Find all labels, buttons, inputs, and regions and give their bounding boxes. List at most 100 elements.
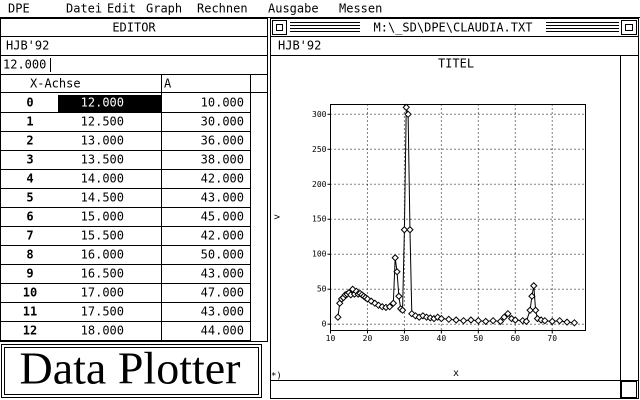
data-point: [533, 314, 542, 323]
a-cell[interactable]: 36.000: [201, 134, 244, 148]
x-cell[interactable]: 15.500: [81, 229, 124, 243]
a-cell[interactable]: 30.000: [201, 115, 244, 129]
y-tick-label: 200: [312, 180, 327, 189]
window-title: M:\_SD\DPE\CLAUDIA.TXT: [374, 21, 533, 35]
data-point: [496, 317, 505, 326]
data-point: [334, 313, 342, 321]
data-point: [570, 319, 579, 327]
column-header: A: [164, 77, 172, 91]
data-point: [437, 314, 446, 323]
y-tick-label: 0: [322, 320, 327, 329]
title-stripes: [290, 22, 619, 32]
x-tick-label: 70: [547, 334, 557, 343]
a-cell[interactable]: 42.000: [201, 172, 244, 186]
x-cell[interactable]: 12.000: [81, 96, 124, 110]
window-subtitle: HJB'92: [278, 39, 321, 53]
menu-item[interactable]: Messen: [339, 2, 382, 16]
a-cell[interactable]: 43.000: [201, 267, 244, 281]
x-tick-label: 50: [474, 334, 484, 343]
edit-input[interactable]: 12.000: [3, 58, 46, 72]
data-point: [504, 309, 512, 318]
x-tick-label: 60: [510, 334, 520, 343]
data-point: [511, 316, 519, 324]
a-cell[interactable]: 44.000: [201, 324, 244, 338]
editor-title-bar[interactable]: [1, 19, 267, 36]
x-cell[interactable]: 12.500: [81, 115, 124, 129]
row-index: 7: [26, 229, 33, 243]
data-point: [393, 268, 401, 276]
row-index: 11: [23, 305, 37, 319]
row-index: 9: [26, 267, 33, 281]
y-tick-label: 150: [312, 215, 327, 224]
x-cell[interactable]: 18.000: [81, 324, 124, 338]
logo-frame: [1, 344, 262, 398]
data-point: [433, 313, 442, 321]
data-point: [528, 292, 536, 300]
a-cell[interactable]: 47.000: [201, 286, 244, 300]
logo: Data Plotter: [20, 343, 241, 394]
data-point: [489, 316, 497, 325]
a-cell[interactable]: 42.000: [201, 229, 244, 243]
menu-item[interactable]: DPE: [8, 2, 30, 16]
data-point: [555, 316, 564, 325]
row-index: 4: [26, 172, 33, 186]
plot: 0 50 100 150 200 250 300 10 20 30 40 50 60 70: [312, 103, 586, 343]
data-point: [482, 317, 490, 326]
data-point: [398, 306, 407, 314]
x-cell[interactable]: 16.000: [81, 248, 124, 262]
data-point: [530, 282, 538, 290]
logo-frame-inner: [4, 347, 259, 395]
menu-item[interactable]: Datei: [66, 2, 102, 16]
data-point: [467, 316, 475, 324]
editor-subtitle: HJB'92: [6, 39, 49, 53]
a-cell[interactable]: 43.000: [201, 305, 244, 319]
editor-table: 0 12.000 10.000 1 12.500 30.000 2 13.000 36.000 3…: [0, 95, 251, 341]
row-index: 12: [23, 324, 37, 338]
full-box[interactable]: [621, 20, 637, 35]
size-box[interactable]: [621, 381, 637, 398]
y-axis-label: >: [274, 212, 280, 223]
editor-window: [0, 18, 268, 342]
data-point: [404, 110, 412, 119]
data-point: [526, 306, 534, 314]
data-point: [391, 254, 399, 262]
menu-item[interactable]: Graph: [146, 2, 182, 16]
data-point: [474, 316, 483, 325]
x-cell[interactable]: 14.000: [81, 172, 124, 186]
a-cell[interactable]: 43.000: [201, 191, 244, 205]
x-cell[interactable]: 17.000: [81, 286, 124, 300]
row-index: 3: [26, 153, 33, 167]
menu-item[interactable]: Edit: [107, 2, 136, 16]
a-cell[interactable]: 38.000: [201, 153, 244, 167]
close-box[interactable]: [272, 20, 287, 35]
row-index: 1: [26, 115, 33, 129]
menu-item[interactable]: Ausgabe: [268, 2, 319, 16]
x-cell[interactable]: 13.500: [81, 153, 124, 167]
y-tick-label: 100: [312, 250, 327, 259]
x-cell[interactable]: 16.500: [81, 267, 124, 281]
x-cell[interactable]: 14.500: [81, 191, 124, 205]
a-cell[interactable]: 50.000: [201, 248, 244, 262]
menu-item[interactable]: Rechnen: [197, 2, 248, 16]
selected-cell: [58, 95, 161, 112]
full-box-icon: [625, 24, 633, 31]
x-axis-label: x: [453, 368, 459, 379]
row-index: 5: [26, 191, 33, 205]
data-point: [400, 226, 409, 234]
a-cell[interactable]: 45.000: [201, 210, 244, 224]
data-point: [522, 317, 531, 326]
row-index: 10: [23, 286, 37, 300]
x-cell[interactable]: 17.500: [81, 305, 124, 319]
data-point: [406, 226, 414, 234]
data-point: [452, 316, 460, 324]
chart-title: TITEL: [438, 57, 474, 71]
a-cell[interactable]: 10.000: [201, 96, 244, 110]
x-cell[interactable]: 13.000: [81, 134, 124, 148]
menu-bar: DPE Datei Edit Graph Rechnen Ausgabe Messen: [8, 2, 382, 16]
data-point: [531, 306, 540, 314]
y-tick-label: 250: [312, 145, 327, 154]
x-cell[interactable]: 15.000: [81, 210, 124, 224]
data-point: [445, 315, 453, 324]
